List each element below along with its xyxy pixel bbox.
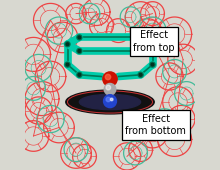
Circle shape — [151, 63, 154, 66]
Circle shape — [78, 73, 81, 76]
Circle shape — [150, 42, 155, 47]
Circle shape — [104, 83, 116, 95]
Text: Effect
from bottom: Effect from bottom — [125, 114, 186, 136]
Circle shape — [66, 43, 69, 46]
Circle shape — [139, 50, 142, 52]
Ellipse shape — [79, 94, 141, 110]
Ellipse shape — [66, 90, 154, 114]
Circle shape — [77, 48, 82, 54]
Circle shape — [110, 98, 113, 101]
Circle shape — [77, 72, 82, 77]
Circle shape — [105, 74, 111, 80]
Circle shape — [138, 35, 143, 40]
Circle shape — [66, 63, 69, 66]
Circle shape — [77, 35, 82, 40]
Circle shape — [150, 62, 155, 67]
Circle shape — [106, 85, 111, 90]
Circle shape — [139, 73, 142, 76]
Circle shape — [65, 42, 70, 47]
Circle shape — [138, 72, 143, 77]
Circle shape — [65, 62, 70, 67]
Circle shape — [139, 36, 142, 39]
Circle shape — [138, 48, 143, 54]
Circle shape — [104, 95, 116, 108]
Text: Effect
from top: Effect from top — [133, 30, 175, 53]
Circle shape — [78, 36, 81, 39]
Circle shape — [151, 43, 154, 46]
Circle shape — [103, 72, 117, 86]
Circle shape — [78, 50, 81, 52]
Circle shape — [106, 97, 111, 102]
